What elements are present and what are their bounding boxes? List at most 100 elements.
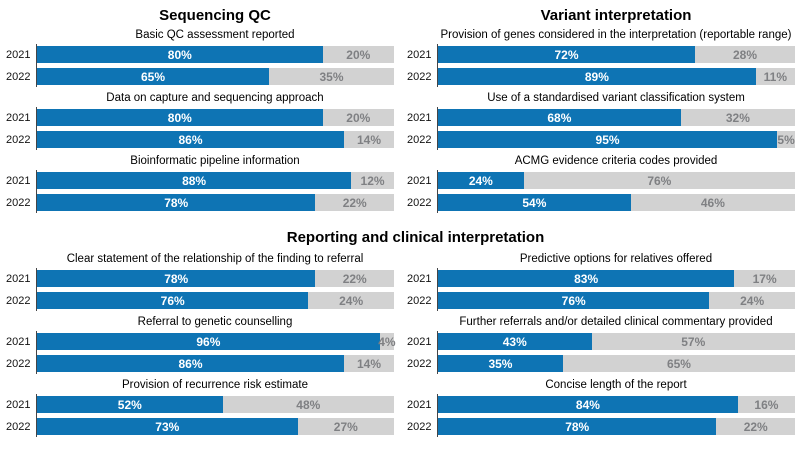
bar-row: 2021 96% 4% xyxy=(6,333,396,350)
percent-label-value: 76% xyxy=(561,293,586,308)
bar-group: 2021 52% 48% 2022 73% 27% xyxy=(6,394,394,437)
stacked-bar: 86% 14% xyxy=(37,131,394,148)
year-label: 2022 xyxy=(407,133,432,146)
stacked-bar: 96% 4% xyxy=(37,333,396,350)
bar-segment-value: 88% xyxy=(37,172,352,189)
panel-acmg-codes: ACMG evidence criteria codes provided 20… xyxy=(406,155,795,213)
stacked-bar: 86% 14% xyxy=(37,355,394,372)
year-label: 2022 xyxy=(407,196,432,209)
percent-label-value: 86% xyxy=(178,132,203,147)
panel-title: Referral to genetic counselling xyxy=(36,316,394,329)
section-title-sequencing-qc: Sequencing QC xyxy=(159,7,271,24)
panel-title-text: Concise length of the report xyxy=(545,379,687,391)
stacked-bar: 24% 76% xyxy=(438,172,795,189)
bar-segment-value: 80% xyxy=(37,46,323,63)
percent-label-value: 96% xyxy=(196,334,221,349)
panel-title-text: Referral to genetic counselling xyxy=(137,316,293,328)
year-label: 2022 xyxy=(407,357,432,370)
panel-predictive-options: Predictive options for relatives offered… xyxy=(406,253,795,311)
bar-group: 2021 68% 32% 2022 95% 5% xyxy=(407,107,795,150)
bar-row: 2021 83% 17% xyxy=(407,270,795,287)
bar-row: 2022 76% 24% xyxy=(6,292,394,309)
percent-label-remainder: 22% xyxy=(743,419,768,434)
bar-segment-remainder: 35% xyxy=(269,68,394,85)
bar-segment-value: 54% xyxy=(438,194,631,211)
panel-title: Bioinformatic pipeline information xyxy=(36,155,394,168)
percent-label-remainder: 16% xyxy=(754,397,779,412)
bar-group: 2021 84% 16% 2022 78% 22% xyxy=(407,394,795,437)
panel-title-text: Data on capture and sequencing approach xyxy=(106,92,324,104)
bar-row: 2021 72% 28% xyxy=(407,46,795,63)
percent-label-value: 72% xyxy=(554,47,579,62)
bar-segment-remainder: 4% xyxy=(378,333,396,350)
bar-segment-remainder: 22% xyxy=(315,194,394,211)
stacked-bar: 88% 12% xyxy=(37,172,394,189)
bar-group: 2021 72% 28% 2022 89% 11% xyxy=(407,44,795,87)
bar-segment-value: 96% xyxy=(37,333,380,350)
percent-label-remainder: 24% xyxy=(740,293,765,308)
percent-label-remainder: 32% xyxy=(725,110,750,125)
bar-segment-remainder: 28% xyxy=(695,46,795,63)
year-label: 2021 xyxy=(6,174,31,187)
stacked-bar: 78% 22% xyxy=(37,270,394,287)
bar-row: 2022 86% 14% xyxy=(6,131,394,148)
bar-row: 2022 54% 46% xyxy=(407,194,795,211)
bar-segment-value: 35% xyxy=(438,355,563,372)
bar-segment-remainder: 46% xyxy=(630,194,795,211)
bar-segment-value: 86% xyxy=(37,131,345,148)
percent-label-remainder: 48% xyxy=(296,397,321,412)
bar-segment-value: 78% xyxy=(37,270,316,287)
bar-segment-remainder: 20% xyxy=(322,46,394,63)
bar-segment-remainder: 16% xyxy=(737,396,795,413)
percent-label-remainder: 14% xyxy=(356,356,382,371)
stacked-bar: 52% 48% xyxy=(37,396,394,413)
panel-title-text: Basic QC assessment reported xyxy=(135,29,295,41)
year-label: 2021 xyxy=(407,111,432,124)
percent-label-remainder: 46% xyxy=(700,195,725,210)
bar-row: 2022 35% 65% xyxy=(407,355,795,372)
percent-label-remainder: 28% xyxy=(732,47,758,62)
percent-label-remainder: 22% xyxy=(342,271,367,286)
panel-capture-sequencing: Data on capture and sequencing approach … xyxy=(5,92,394,150)
section-reporting-left: Clear statement of the relationship of t… xyxy=(5,248,396,437)
panel-title: Data on capture and sequencing approach xyxy=(36,92,394,105)
year-label: 2021 xyxy=(407,335,432,348)
bar-row: 2022 89% 11% xyxy=(407,68,795,85)
bar-row: 2022 95% 5% xyxy=(407,131,795,148)
percent-label-remainder: 57% xyxy=(681,334,706,349)
section-title-variant-interpretation: Variant interpretation xyxy=(540,7,692,24)
percent-label-value: 24% xyxy=(468,173,493,188)
panel-concise-length: Concise length of the report 2021 84% 16… xyxy=(406,379,795,437)
year-label: 2022 xyxy=(6,357,31,370)
stacked-bar: 65% 35% xyxy=(37,68,394,85)
bar-segment-remainder: 32% xyxy=(680,109,795,126)
panel-recurrence-risk: Provision of recurrence risk estimate 20… xyxy=(5,379,394,437)
bar-segment-value: 68% xyxy=(438,109,681,126)
percent-label-value: 54% xyxy=(522,195,547,210)
year-label: 2021 xyxy=(6,398,31,411)
stacked-bar: 80% 20% xyxy=(37,46,394,63)
bar-row: 2021 80% 20% xyxy=(6,46,394,63)
percent-label-value: 88% xyxy=(182,173,207,188)
percent-label-value: 84% xyxy=(575,397,600,412)
stacked-bar: 89% 11% xyxy=(438,68,795,85)
bar-group: 2021 96% 4% 2022 86% 14% xyxy=(6,331,396,374)
percent-label-value: 68% xyxy=(547,110,572,125)
percent-label-remainder: 14% xyxy=(356,132,382,147)
section-title-reporting: Reporting and clinical interpretation xyxy=(286,229,545,246)
percent-label-remainder: 4% xyxy=(378,334,396,349)
percent-label-value: 89% xyxy=(584,69,609,84)
percent-label-value: 95% xyxy=(595,132,620,147)
stacked-bar: 84% 16% xyxy=(438,396,795,413)
bar-group: 2021 80% 20% 2022 86% 14% xyxy=(6,107,394,150)
bar-row: 2022 76% 24% xyxy=(407,292,795,309)
bar-row: 2021 78% 22% xyxy=(6,270,394,287)
panel-provision-of-genes: Provision of genes considered in the int… xyxy=(406,29,795,87)
bar-row: 2021 24% 76% xyxy=(407,172,795,189)
bar-row: 2021 84% 16% xyxy=(407,396,795,413)
percent-label-remainder: 5% xyxy=(777,132,795,147)
percent-label-remainder: 76% xyxy=(647,173,672,188)
stacked-bar: 78% 22% xyxy=(438,418,795,435)
bar-row: 2021 52% 48% xyxy=(6,396,394,413)
bar-segment-value: 73% xyxy=(37,418,298,435)
